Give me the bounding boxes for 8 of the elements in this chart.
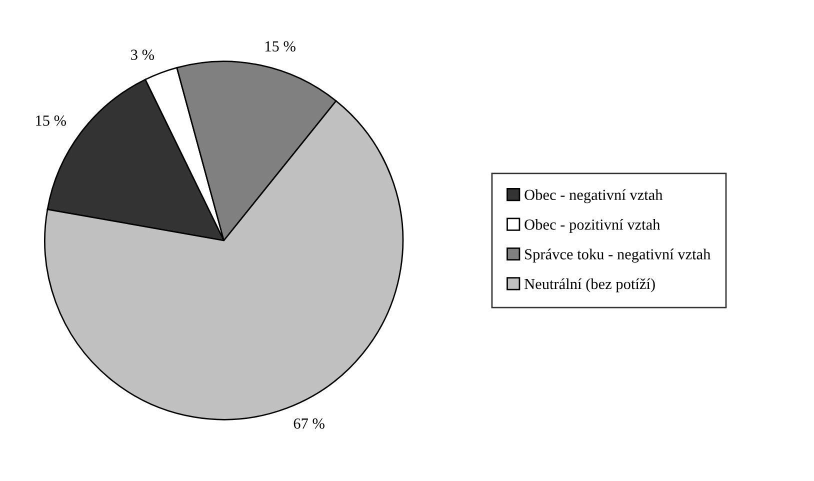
data-label: 15 % bbox=[265, 41, 296, 52]
legend-label: Správce toku - negativní vztah bbox=[525, 248, 711, 263]
data-label: 15 % bbox=[36, 115, 66, 126]
legend-label: Neutrální (bez potíží) bbox=[524, 278, 655, 292]
legend-label: Obec - pozitivní vztah bbox=[524, 218, 660, 233]
data-label: 3 % bbox=[131, 50, 154, 60]
data-label: 67 % bbox=[294, 418, 324, 429]
legend-label: Obec - negativní vztah bbox=[524, 189, 663, 204]
